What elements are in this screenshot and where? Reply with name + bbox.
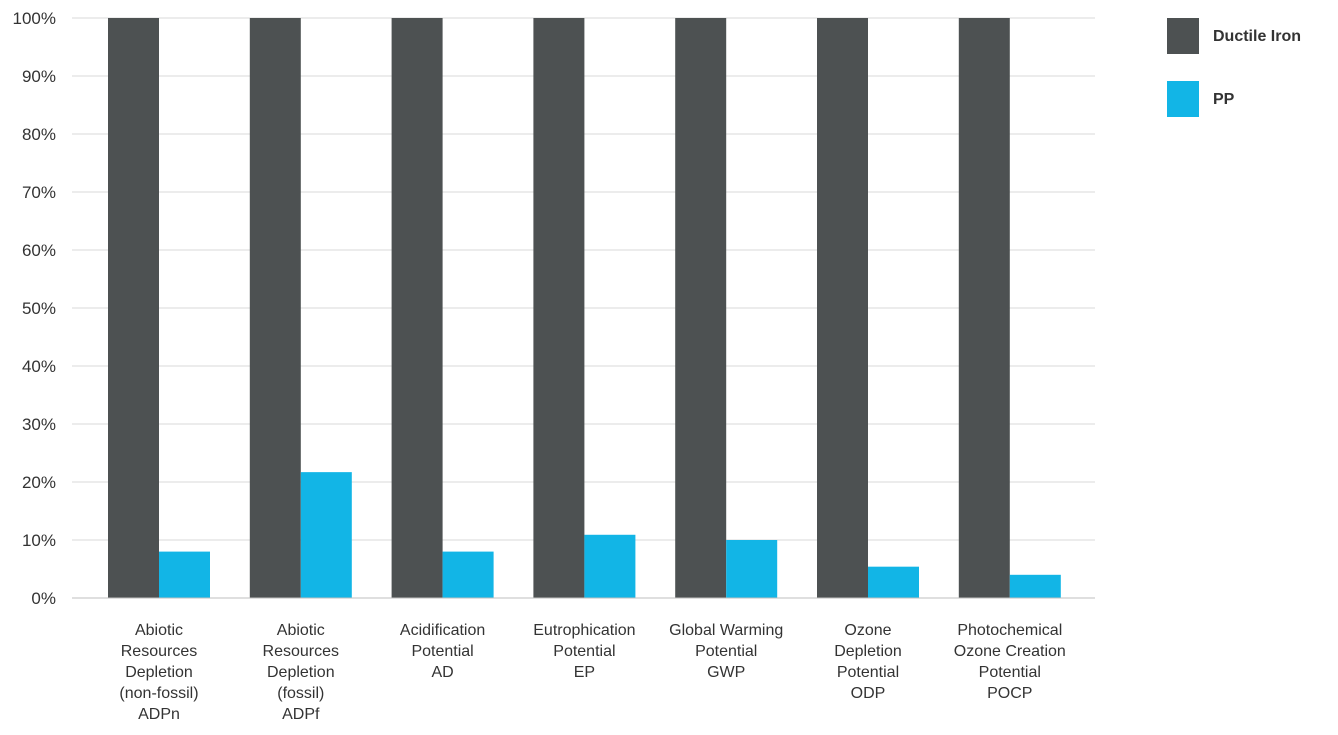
x-category-label: Ozone xyxy=(844,622,891,639)
y-tick-label: 80% xyxy=(22,125,56,144)
bar-ductile-iron xyxy=(108,18,159,598)
x-category-label: Potential xyxy=(979,664,1041,681)
x-category-label: Potential xyxy=(553,643,615,660)
x-category-label: ODP xyxy=(851,685,886,702)
y-tick-label: 90% xyxy=(22,67,56,86)
x-axis-category-labels: AbioticResourcesDepletion(non-fossil)ADP… xyxy=(119,622,1065,723)
x-category-label: Depletion xyxy=(125,664,193,681)
bar-pp xyxy=(159,551,210,598)
legend-label: PP xyxy=(1213,91,1235,108)
bar-pp xyxy=(584,534,636,598)
y-tick-label: 100% xyxy=(13,9,56,28)
x-category-label: Resources xyxy=(263,643,339,660)
x-category-label: Depletion xyxy=(834,643,902,660)
y-tick-label: 50% xyxy=(22,299,56,318)
bar-pp xyxy=(300,472,352,598)
y-tick-label: 60% xyxy=(22,241,56,260)
x-category-label: ADPf xyxy=(282,706,320,723)
y-tick-label: 10% xyxy=(22,531,56,550)
bar-pp xyxy=(868,566,919,598)
legend-label: Ductile Iron xyxy=(1213,28,1301,45)
bar-ductile-iron xyxy=(675,18,727,598)
bar-ductile-iron xyxy=(533,18,585,598)
x-category-label: ADPn xyxy=(138,706,180,723)
y-tick-label: 30% xyxy=(22,415,56,434)
bars xyxy=(108,18,1061,598)
x-category-label: Abiotic xyxy=(135,622,183,639)
bar-ductile-iron xyxy=(391,18,443,598)
bar-pp xyxy=(726,540,778,598)
legend: Ductile Iron PP xyxy=(1167,18,1301,117)
x-category-label: Abiotic xyxy=(277,622,325,639)
x-category-label: EP xyxy=(574,664,595,681)
legend-swatch xyxy=(1167,81,1199,117)
bar-ductile-iron xyxy=(817,18,868,598)
x-category-label: (fossil) xyxy=(277,685,324,702)
y-tick-label: 70% xyxy=(22,183,56,202)
x-category-label: POCP xyxy=(987,685,1032,702)
x-category-label: (non-fossil) xyxy=(119,685,198,702)
x-category-label: AD xyxy=(431,664,453,681)
x-category-label: Potential xyxy=(695,643,757,660)
x-category-label: GWP xyxy=(707,664,745,681)
x-category-label: Potential xyxy=(837,664,899,681)
x-category-label: Eutrophication xyxy=(533,622,635,639)
x-category-label: Ozone Creation xyxy=(954,643,1066,660)
x-category-label: Global Warming xyxy=(669,622,783,639)
bar-pp xyxy=(442,551,494,598)
bar-pp xyxy=(1009,574,1061,598)
x-category-label: Depletion xyxy=(267,664,335,681)
x-category-label: Resources xyxy=(121,643,197,660)
y-tick-label: 0% xyxy=(31,589,56,608)
x-category-label: Photochemical xyxy=(957,622,1062,639)
y-tick-label: 40% xyxy=(22,357,56,376)
bar-ductile-iron xyxy=(249,18,301,598)
x-category-label: Acidification xyxy=(400,622,485,639)
x-category-label: Potential xyxy=(411,643,473,660)
legend-swatch xyxy=(1167,18,1199,54)
bar-ductile-iron xyxy=(958,18,1010,598)
y-tick-label: 20% xyxy=(22,473,56,492)
y-axis-tick-labels: 0% 10% 20% 30% 40% 50% 60% 70% 80% 90% 100% xyxy=(13,9,56,608)
